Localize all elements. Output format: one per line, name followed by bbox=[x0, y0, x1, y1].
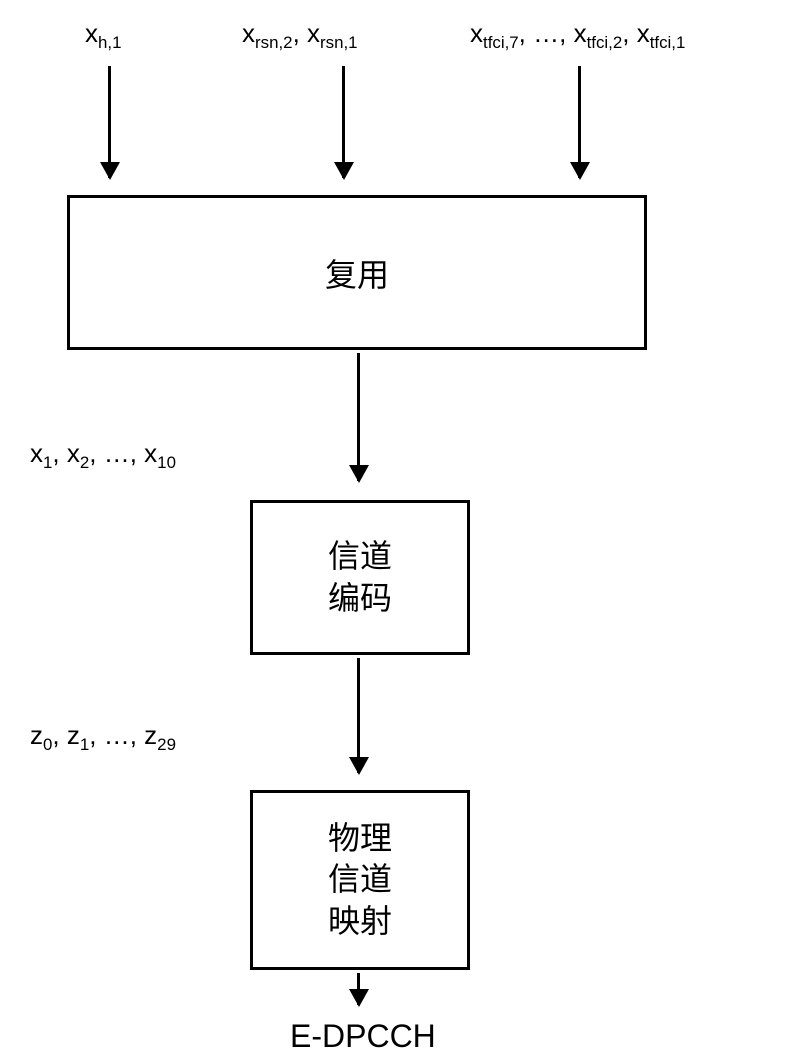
arrow-mapping-to-output bbox=[357, 973, 360, 1005]
coding-label: 信道编码 bbox=[328, 536, 392, 619]
input-arrow-right bbox=[578, 66, 581, 178]
input-arrow-left bbox=[108, 66, 111, 178]
intermediate-label-1: x1, x2, …, x10 bbox=[30, 438, 176, 473]
mux-box: 复用 bbox=[67, 195, 647, 350]
mapping-box: 物理信道映射 bbox=[250, 790, 470, 970]
mux-label: 复用 bbox=[325, 250, 389, 296]
arrow-coding-to-mapping bbox=[357, 658, 360, 773]
input-label-left: xh,1 bbox=[85, 18, 121, 53]
input-label-right: xtfci,7, …, xtfci,2, xtfci,1 bbox=[470, 18, 685, 53]
input-label-middle: xrsn,2, xrsn,1 bbox=[242, 18, 358, 53]
arrow-mux-to-coding bbox=[357, 353, 360, 481]
coding-box: 信道编码 bbox=[250, 500, 470, 655]
intermediate-label-2: z0, z1, …, z29 bbox=[30, 720, 176, 755]
mapping-label: 物理信道映射 bbox=[328, 818, 392, 943]
input-arrow-middle bbox=[342, 66, 345, 178]
output-label: E-DPCCH bbox=[290, 1018, 436, 1055]
